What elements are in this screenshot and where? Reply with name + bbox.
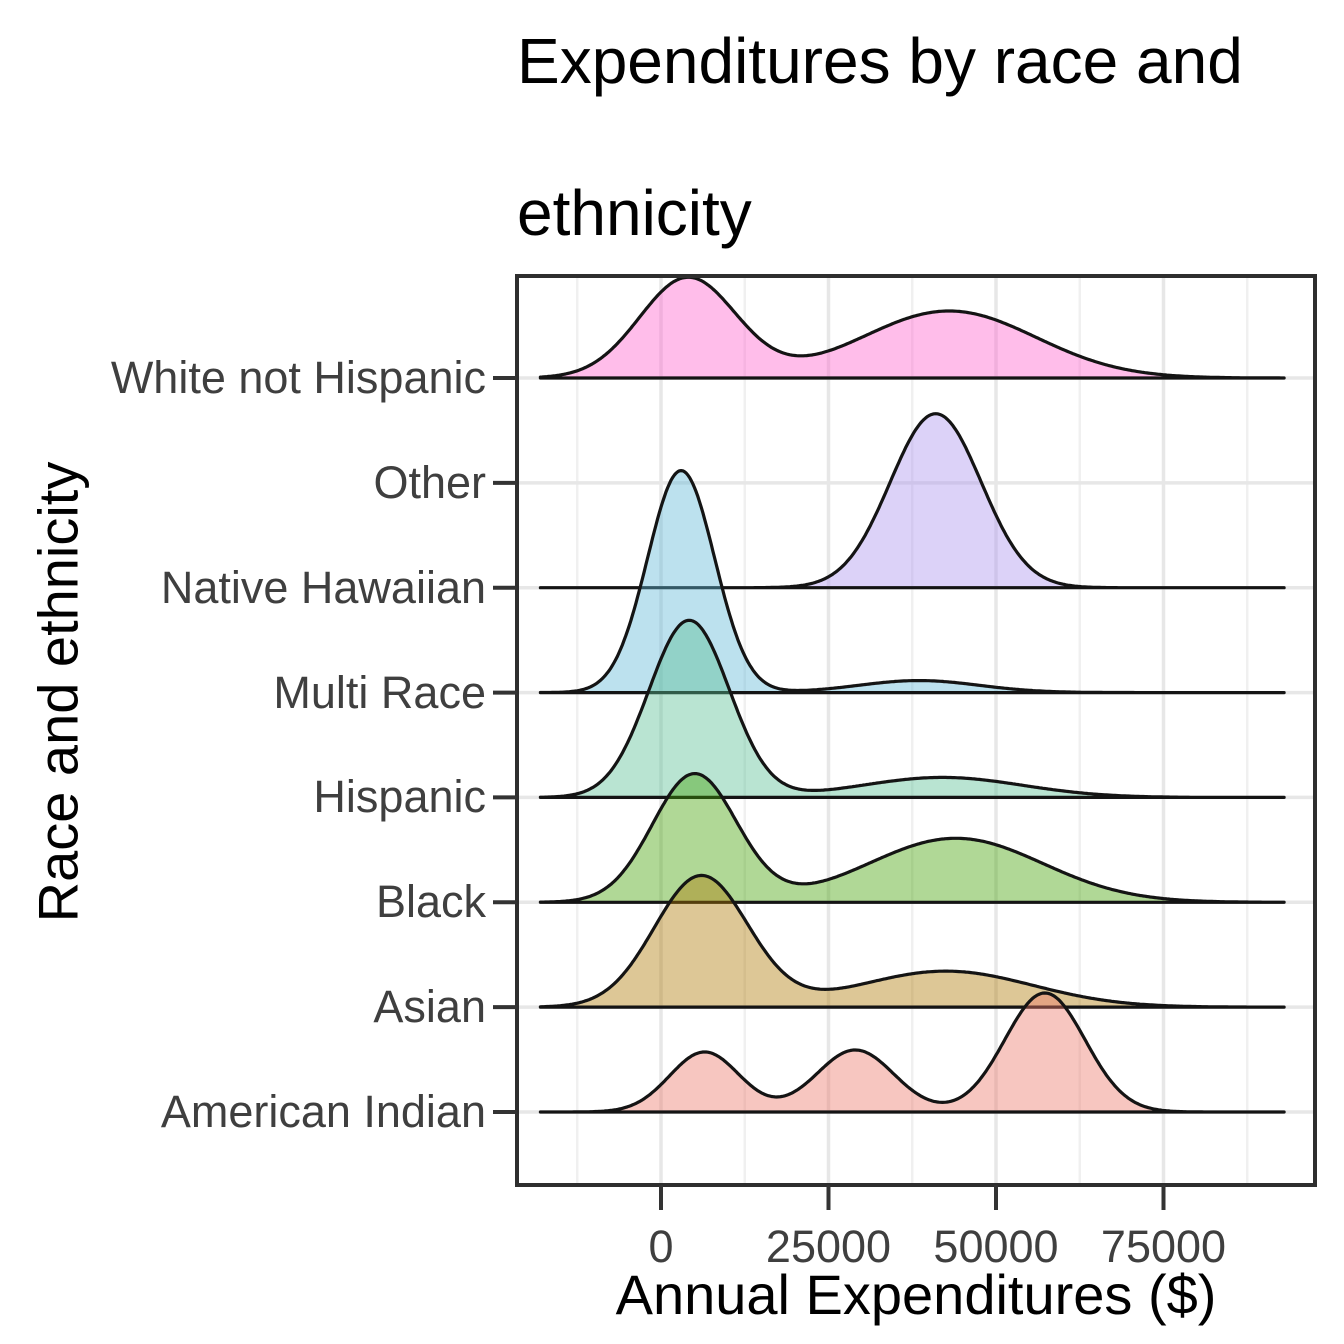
ridge-asian (538, 873, 1286, 1009)
x-tick-label-0: 0 (648, 1221, 674, 1272)
chart-title-line2: ethnicity (517, 177, 752, 249)
y-tick-label-native-hawaiian: Native Hawaiian (160, 561, 486, 613)
ridge-american-indian (538, 991, 1286, 1114)
panel-border (515, 274, 1317, 1187)
y-tick-label-multi-race: Multi Race (273, 666, 486, 718)
axis-tick-marks (493, 376, 1166, 1210)
y-tick-label-american-indian: American Indian (160, 1085, 486, 1137)
chart-title-line1: Expenditures by race and (517, 25, 1243, 97)
ridge-black (538, 772, 1286, 904)
x-axis-title: Annual Expenditures ($) (615, 1263, 1217, 1326)
x-tick-label-25000: 25000 (765, 1221, 892, 1272)
y-tick-label-hispanic: Hispanic (313, 771, 486, 823)
y-tick-label-black: Black (375, 876, 486, 928)
y-tick-label-other: Other (373, 456, 486, 508)
ridge-white-not-hispanic (538, 275, 1286, 380)
density-ridges (538, 275, 1286, 1114)
y-tick-label-asian: Asian (373, 981, 486, 1033)
major-gridlines (659, 278, 1166, 1183)
ridge-native-hawaiian (538, 412, 1286, 590)
y-axis-title: Race and ethnicity (26, 461, 90, 923)
ridge-hispanic (538, 618, 1286, 799)
ridge-multi-race (538, 469, 1286, 695)
y-tick-label-white-not-hispanic: White not Hispanic (110, 352, 486, 403)
x-tick-label-75000: 75000 (1100, 1221, 1227, 1272)
x-tick-label-50000: 50000 (933, 1221, 1059, 1272)
